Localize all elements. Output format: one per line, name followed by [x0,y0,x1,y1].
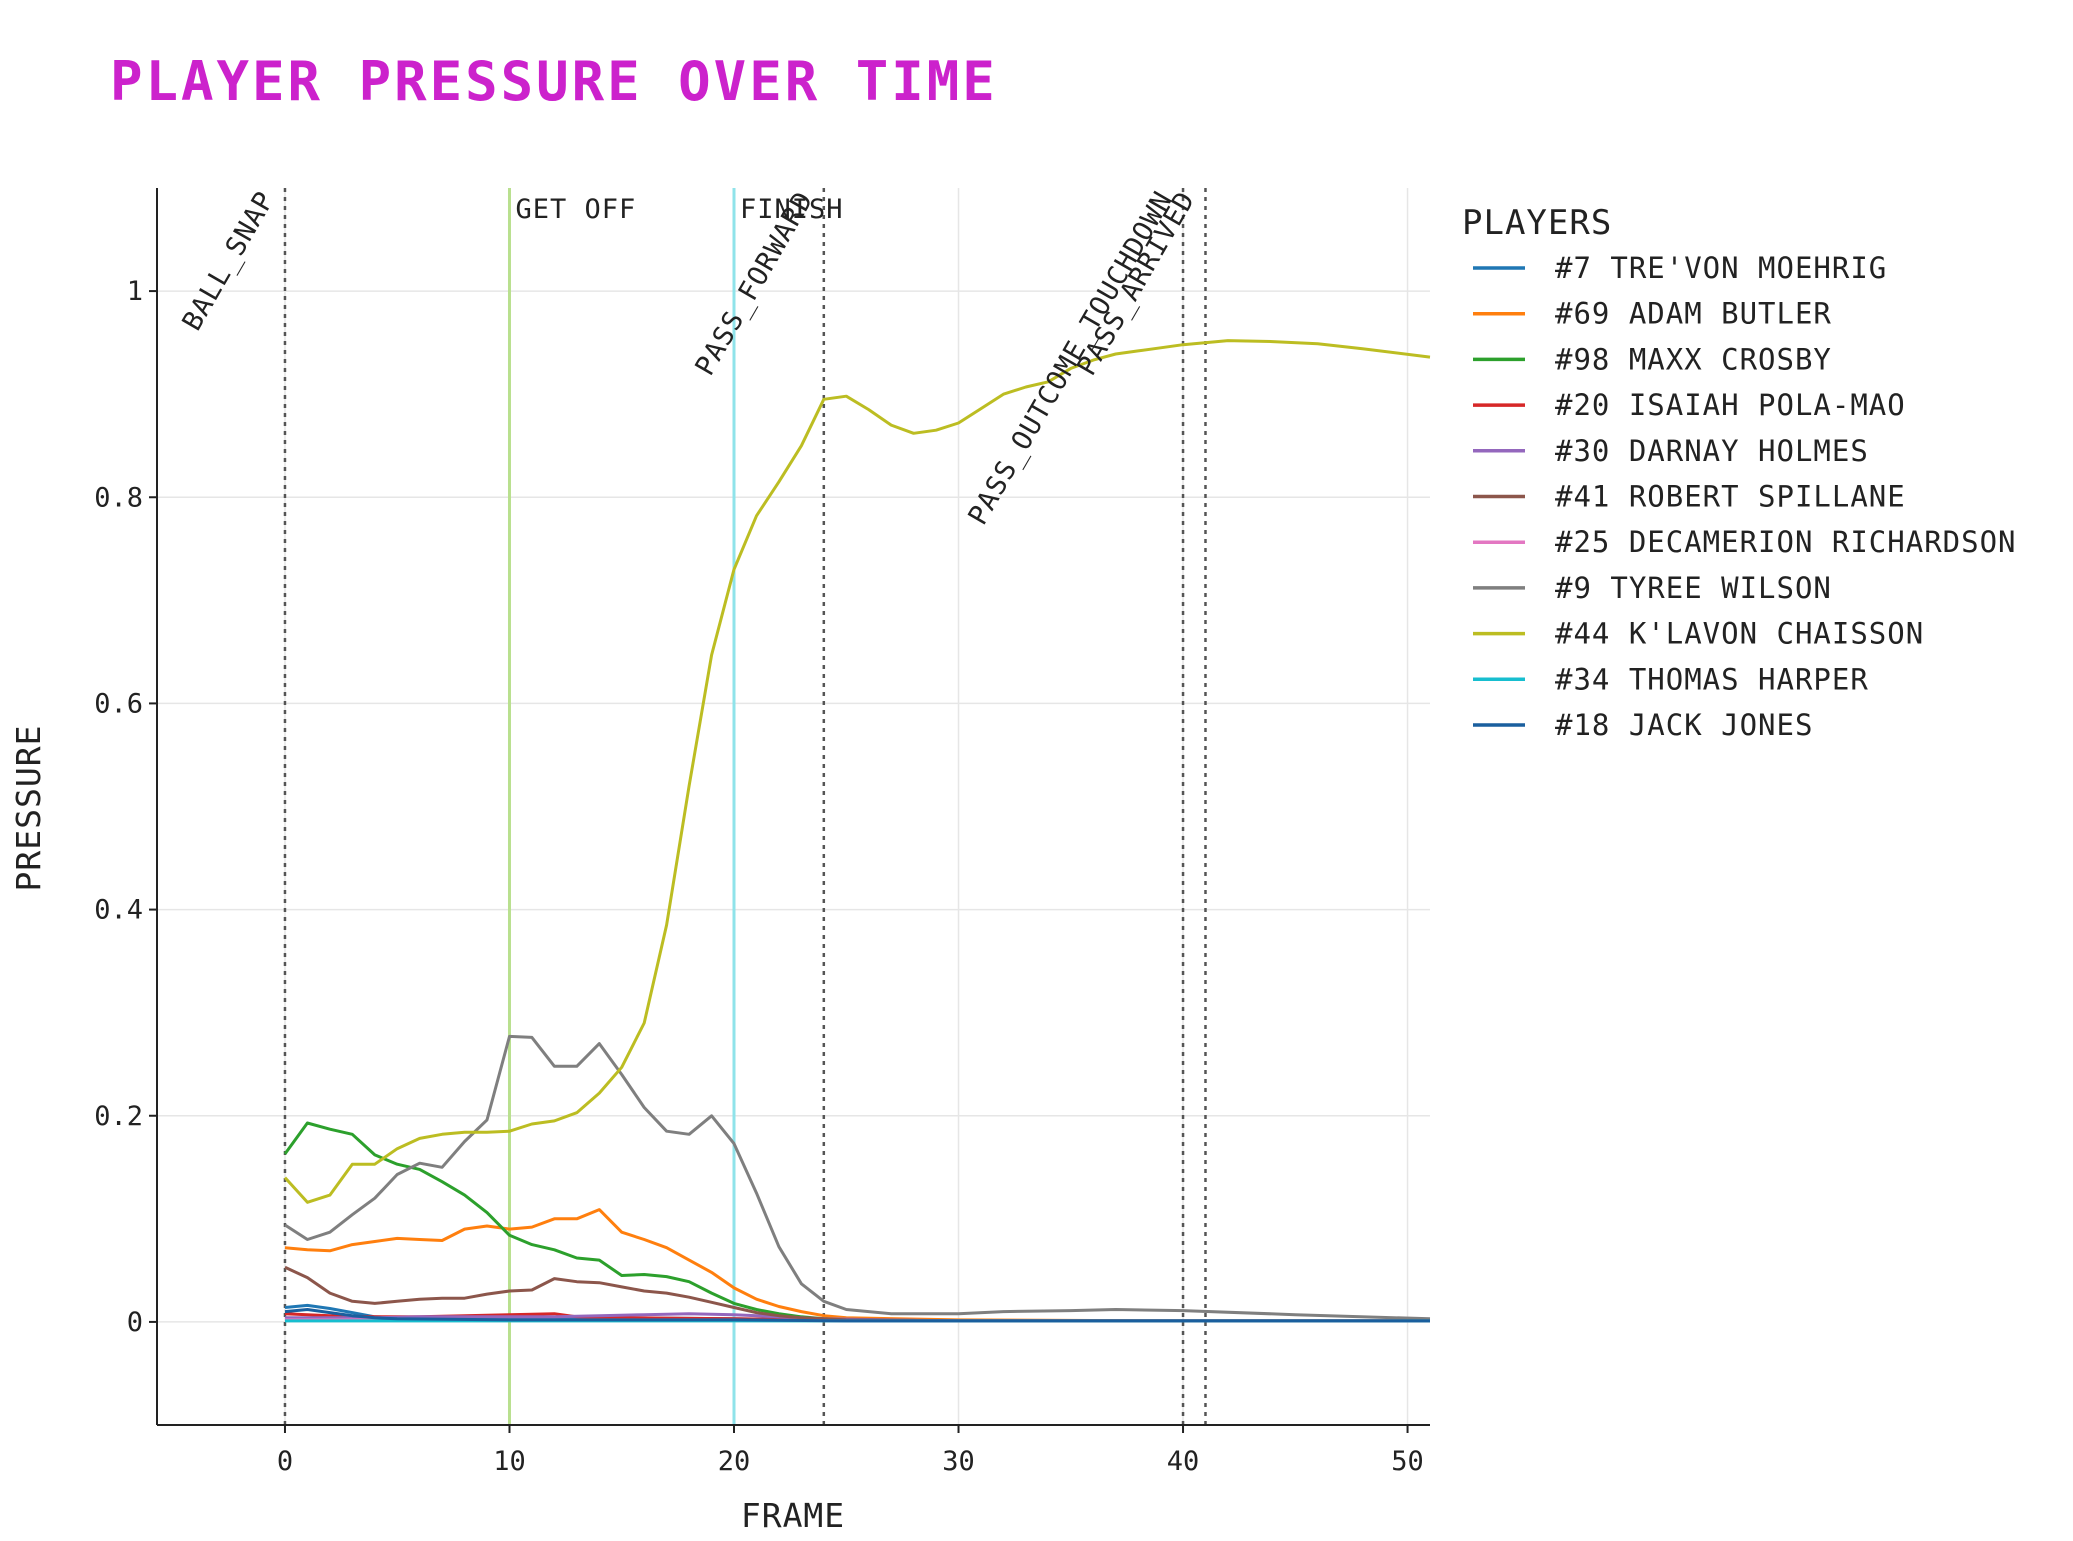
series-line [284,1208,1430,1323]
legend-entry: #69 ADAM BUTLER [1555,297,1832,331]
legend-entry: #30 DARNAY HOLMES [1555,434,1869,468]
event-markers [283,188,1207,1425]
series-lines [283,339,1431,1323]
y-tick-label: 0.6 [94,688,143,719]
x-tick-label: 0 [277,1446,293,1477]
x-axis-title: FRAME [741,1496,845,1535]
legend-entry: #34 THOMAS HARPER [1555,662,1869,696]
legend-entry: #9 TYREE WILSON [1555,571,1832,605]
legend-entry: #7 TRE'VON MOEHRIG [1555,251,1887,285]
y-axis-title: PRESSURE [9,725,48,892]
legend-entry: #25 DECAMERION RICHARDSON [1555,525,2017,559]
legend-entry: #98 MAXX CROSBY [1555,342,1832,376]
y-tick-label: 0.8 [94,482,143,513]
legend-entry: #18 JACK JONES [1555,708,1813,742]
series-line [284,1034,1431,1321]
series-line [284,1265,1430,1323]
x-tick-label: 40 [1167,1446,1200,1477]
grid-lines [157,188,1430,1425]
y-tick-label: 1 [127,276,143,307]
legend-title: PLAYERS [1462,203,1612,243]
y-tick-label: 0.2 [94,1101,143,1132]
legend: PLAYERS #7 TRE'VON MOEHRIG #69 ADAM BUTLE… [1462,203,2017,742]
legend-entry: #41 ROBERT SPILLANE [1555,480,1906,514]
x-tick-label: 30 [942,1446,975,1477]
event-label: BALL_SNAP [177,186,282,336]
x-tick-label: 20 [718,1446,751,1477]
series-line [284,1308,1430,1323]
chart-title: PLAYER PRESSURE OVER TIME [110,50,998,113]
y-tick-label: 0 [127,1307,143,1338]
event-label: FINISH [740,194,844,225]
x-tick-label: 10 [493,1446,526,1477]
axes: 0 10 20 30 40 50 0 0.2 0.4 0.6 0.8 1 [94,188,1430,1477]
x-tick-label: 50 [1391,1446,1424,1477]
legend-entry: #44 K'LAVON CHAISSON [1555,617,1924,651]
y-tick-label: 0.4 [94,895,143,926]
legend-entry: #20 ISAIAH POLA-MAO [1555,388,1906,422]
event-label: GET OFF [515,194,636,225]
series-line [283,339,1431,1204]
